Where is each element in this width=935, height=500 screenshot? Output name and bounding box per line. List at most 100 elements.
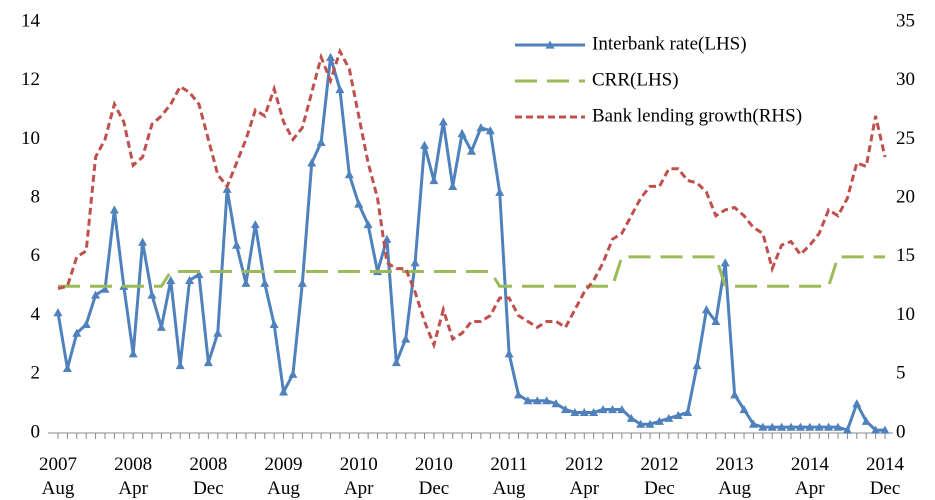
point-marker (476, 123, 486, 132)
point-marker (316, 137, 326, 146)
point-marker (673, 410, 683, 419)
y2-tick-label: 20 (896, 187, 915, 208)
point-marker (401, 334, 411, 343)
y2-tick-label: 15 (896, 245, 915, 266)
series-line (58, 255, 885, 288)
point-marker (739, 405, 749, 414)
point-marker (767, 422, 777, 431)
y2-tick-label: 25 (896, 128, 915, 149)
point-marker (570, 407, 580, 417)
point-marker (513, 390, 523, 399)
point-marker (852, 399, 862, 408)
point-marker (448, 181, 458, 190)
point-marker (410, 258, 420, 267)
point-marker (326, 52, 336, 61)
x-tick-label: 2010 Apr (339, 454, 378, 499)
point-marker (645, 419, 655, 428)
point-marker (288, 369, 298, 378)
point-marker (213, 328, 223, 337)
point-marker (147, 290, 157, 299)
point-marker (62, 363, 72, 373)
point-marker (53, 308, 63, 317)
point-marker (203, 358, 213, 367)
point-marker (758, 422, 768, 431)
point-marker (720, 258, 730, 267)
point-marker (795, 422, 805, 431)
point-marker (138, 237, 148, 246)
point-marker (654, 416, 664, 425)
point-marker (683, 407, 693, 417)
point-marker (711, 316, 721, 326)
point-marker (382, 234, 392, 243)
x-tick-label: 2008 Apr (114, 454, 153, 499)
x-tick-label: 2014 Apr (790, 454, 829, 499)
point-marker (175, 360, 185, 370)
point-marker (100, 284, 110, 293)
point-marker (880, 425, 890, 434)
point-marker (701, 305, 711, 314)
point-marker (194, 269, 204, 279)
y2-tick-label: 35 (896, 10, 915, 31)
point-marker (598, 405, 608, 414)
point-marker (777, 422, 787, 431)
point-marker (607, 405, 617, 414)
point-marker (109, 205, 119, 214)
y2-tick-label: 5 (896, 363, 906, 384)
point-marker (589, 407, 599, 417)
y-tick-label: 4 (31, 304, 41, 325)
x-tick-label: 2010 Dec (414, 454, 453, 499)
y-tick-label: 8 (31, 187, 41, 208)
point-marker (438, 117, 448, 126)
x-tick-label: 2014 Dec (866, 454, 904, 499)
point-marker (861, 416, 871, 425)
point-marker (457, 129, 467, 138)
point-marker (664, 413, 674, 422)
y-tick-label: 6 (31, 245, 41, 266)
x-tick-label: 2012 Apr (565, 454, 604, 499)
point-marker (579, 407, 589, 417)
point-marker (156, 322, 166, 331)
point-marker (523, 396, 533, 405)
y-tick-label: 12 (21, 69, 40, 90)
point-marker (166, 275, 176, 284)
point-marker (241, 278, 251, 287)
point-marker (232, 240, 242, 249)
point-marker (429, 176, 439, 185)
point-marker (495, 187, 505, 196)
point-marker (842, 425, 852, 434)
point-marker (636, 419, 646, 428)
legend-marker (545, 40, 555, 49)
y2-tick-label: 10 (896, 304, 915, 325)
point-marker (260, 278, 270, 287)
x-tick-label: 2008 Dec (189, 454, 228, 499)
y-tick-label: 14 (21, 10, 41, 31)
x-tick-label: 2012 Dec (640, 454, 679, 499)
x-tick-label: 2009 Aug (264, 454, 303, 499)
point-marker (532, 396, 542, 405)
point-marker (269, 319, 279, 328)
x-tick-label: 2007 Aug (39, 454, 77, 499)
x-tick-label: 2013 Aug (715, 454, 754, 499)
point-marker (307, 158, 317, 167)
point-marker (128, 349, 138, 358)
legend-label: Bank lending growth(RHS) (592, 105, 802, 126)
point-marker (824, 422, 834, 431)
series-line (57, 47, 887, 350)
y2-tick-label: 30 (896, 69, 915, 90)
y2-tick-label: 0 (896, 421, 906, 442)
point-marker (805, 422, 815, 431)
point-marker (297, 278, 307, 287)
point-marker (542, 396, 552, 405)
point-marker (871, 425, 881, 434)
point-marker (814, 422, 824, 431)
point-marker (692, 360, 702, 370)
point-marker (222, 184, 232, 193)
point-marker (185, 275, 195, 284)
point-marker (81, 319, 91, 328)
point-marker (279, 387, 289, 396)
point-marker (91, 290, 101, 299)
point-marker (420, 140, 430, 149)
point-marker (363, 220, 373, 229)
